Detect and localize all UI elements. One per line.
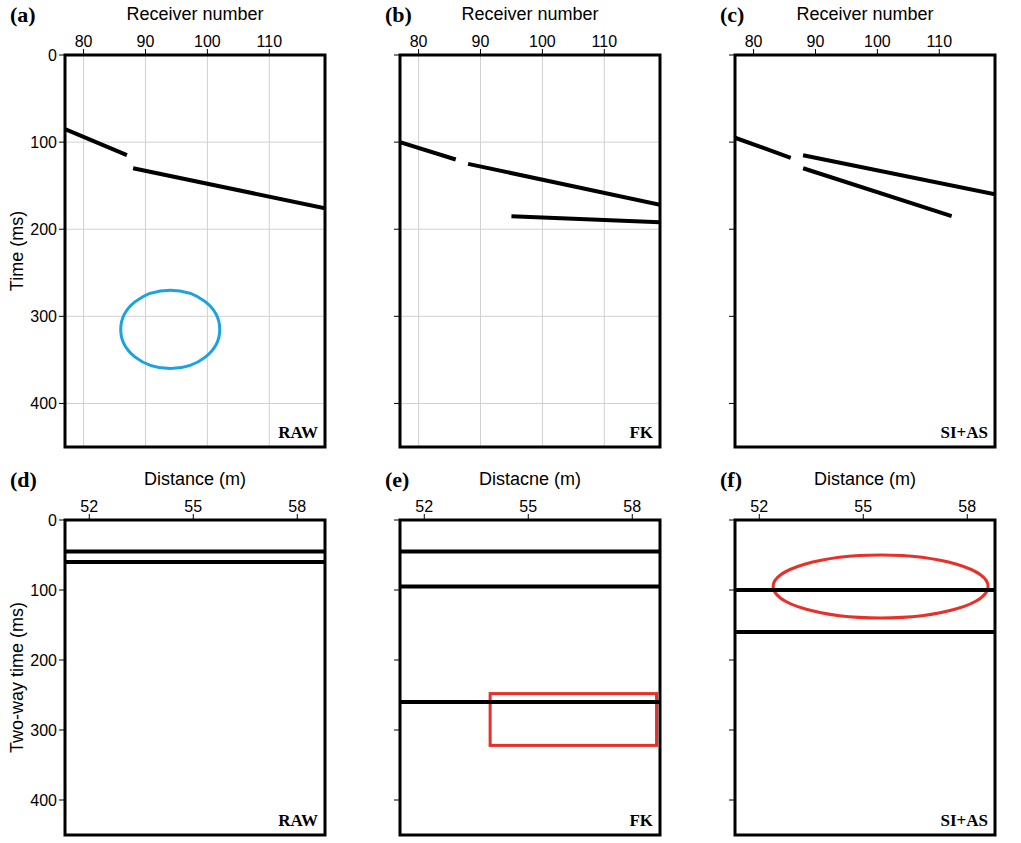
- svg-text:200: 200: [30, 652, 57, 669]
- html-text:FK: FK: [629, 423, 653, 442]
- svg-text:Distance (m): Distance (m): [144, 469, 246, 489]
- html-text:(c): (c): [720, 2, 745, 27]
- svg-text:80: 80: [410, 33, 428, 50]
- svg-text:58: 58: [623, 498, 641, 515]
- svg-text:80: 80: [745, 33, 763, 50]
- svg-text:Distance (m): Distance (m): [814, 469, 916, 489]
- svg-text:Distacne (m): Distacne (m): [479, 469, 581, 489]
- svg-text:58: 58: [958, 498, 976, 515]
- svg-text:0: 0: [48, 512, 57, 529]
- svg-text:90: 90: [472, 33, 490, 50]
- svg-text:400: 400: [30, 792, 57, 809]
- svg-text:100: 100: [864, 33, 891, 50]
- svg-text:400: 400: [30, 395, 57, 412]
- html-text:(d): (d): [10, 467, 37, 492]
- svg-text:Two-way time (ms): Two-way time (ms): [7, 602, 27, 753]
- svg-text:52: 52: [750, 498, 768, 515]
- svg-text:58: 58: [288, 498, 306, 515]
- html-text:(a): (a): [10, 2, 36, 27]
- svg-text:90: 90: [807, 33, 825, 50]
- html-text:SI+AS: SI+AS: [940, 423, 988, 442]
- svg-text:0: 0: [48, 47, 57, 64]
- svg-text:110: 110: [927, 33, 953, 50]
- svg-text:80: 80: [75, 33, 93, 50]
- svg-text:110: 110: [592, 33, 618, 50]
- svg-text:90: 90: [137, 33, 155, 50]
- svg-text:Receiver number: Receiver number: [796, 4, 933, 24]
- svg-text:100: 100: [194, 33, 221, 50]
- svg-text:52: 52: [80, 498, 98, 515]
- svg-text:100: 100: [529, 33, 556, 50]
- svg-text:300: 300: [30, 722, 57, 739]
- svg-text:100: 100: [30, 134, 57, 151]
- svg-text:110: 110: [257, 33, 283, 50]
- html-text:(b): (b): [385, 2, 412, 27]
- svg-text:100: 100: [30, 582, 57, 599]
- svg-text:Receiver number: Receiver number: [126, 4, 263, 24]
- svg-text:Time (ms): Time (ms): [7, 211, 27, 291]
- html-text:SI+AS: SI+AS: [940, 811, 988, 830]
- svg-text:300: 300: [30, 308, 57, 325]
- svg-text:200: 200: [30, 221, 57, 238]
- html-text:(f): (f): [720, 467, 742, 492]
- html-text:(e): (e): [385, 467, 410, 492]
- svg-text:55: 55: [184, 498, 202, 515]
- svg-text:52: 52: [415, 498, 433, 515]
- html-text:FK: FK: [629, 811, 653, 830]
- html-text:RAW: RAW: [278, 423, 318, 442]
- html-text:RAW: RAW: [278, 811, 318, 830]
- svg-text:55: 55: [519, 498, 537, 515]
- svg-text:Receiver number: Receiver number: [461, 4, 598, 24]
- svg-text:55: 55: [854, 498, 872, 515]
